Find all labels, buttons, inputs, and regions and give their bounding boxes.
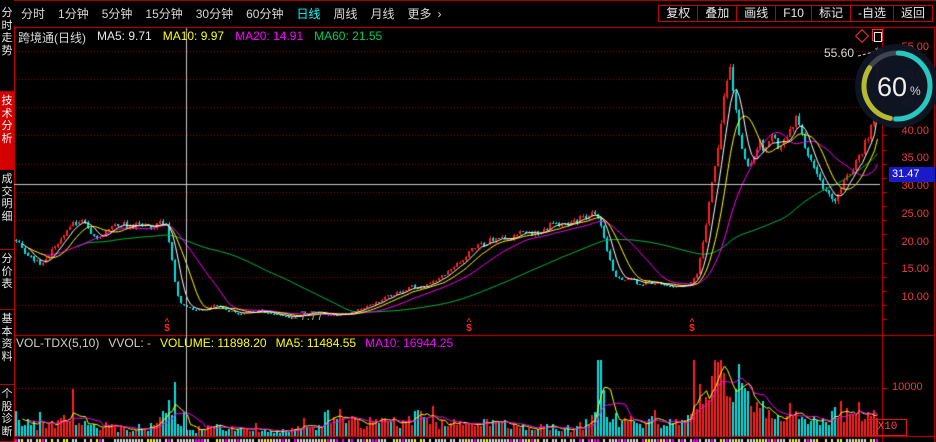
- stock-title: 跨境通(日线): [18, 31, 86, 45]
- volume-indicator-label: VOL-TDX(5,10): [16, 336, 100, 350]
- marker-hat: ^: [466, 317, 472, 326]
- indicator-value: MA60: 21.55: [314, 29, 383, 43]
- ma-readout: MA5: 9.71 MA10: 9.97 MA20: 14.91 MA60: 21.5…: [97, 29, 382, 46]
- restore-window-icon[interactable]: [872, 29, 883, 42]
- toolbar-button[interactable]: F10: [775, 5, 812, 22]
- candlestick-volume-chart-canvas[interactable]: [14, 26, 936, 442]
- period-tab[interactable]: 30分钟: [195, 7, 234, 21]
- price-axis-label: 15.00: [901, 263, 929, 276]
- toolbar-buttons: 复权 叠加 画线 F10 标记 -自选 返回: [658, 5, 933, 22]
- period-tab[interactable]: 15分钟: [145, 7, 183, 21]
- badge-value: 60: [877, 72, 907, 102]
- volume-header-row: VOL-TDX(5,10) VVOL: - VOLUME: 11898.20 MA…: [16, 336, 453, 350]
- price-axis-label: 20.00: [901, 235, 929, 248]
- left-sidebar: 分时走势 技术分析 成交明细 分价表 基本资料 个股诊断: [0, 0, 14, 442]
- price-axis-label: 30.00: [901, 180, 929, 192]
- restore-window-icon-pane: [874, 32, 882, 42]
- period-tab[interactable]: 更多 ›: [407, 6, 442, 22]
- indicator-value: MA5: 9.71: [97, 29, 152, 43]
- period-tab[interactable]: 月线: [370, 7, 395, 21]
- crosshair-price-tag: 31.47: [889, 167, 935, 182]
- ex-rights-marker: ^ $: [687, 317, 697, 334]
- indicator-value: MA10: 16944.25: [365, 336, 454, 350]
- marker-glyph: $: [466, 323, 472, 334]
- low-price-annotation: ←7.77: [288, 309, 324, 323]
- volume-scale-label: 10000: [892, 381, 923, 393]
- sidebar-item[interactable]: 分时走势: [0, 4, 14, 92]
- toolbar-button[interactable]: 复权: [658, 5, 699, 22]
- sidebar-item[interactable]: 个股诊断: [0, 385, 14, 442]
- indicator-value: MA5: 11484.55: [275, 336, 357, 350]
- chart-title-row: 跨境通(日线) MA5: 9.71 MA10: 9.97 MA20: 14.91 MA…: [18, 29, 382, 46]
- period-tab[interactable]: 日线: [296, 7, 321, 21]
- marker-hat: ^: [164, 317, 170, 326]
- price-axis-label: 35.00: [901, 152, 929, 165]
- period-tab[interactable]: 1分钟: [58, 7, 89, 21]
- price-axis-label: 25.00: [901, 207, 929, 220]
- badge-unit: %: [910, 84, 921, 98]
- period-tab[interactable]: 分时: [21, 7, 46, 21]
- toolbar-button[interactable]: 标记: [810, 5, 851, 22]
- period-tab[interactable]: 周线: [333, 7, 358, 21]
- price-axis-label: 10.00: [901, 291, 929, 303]
- sidebar-item[interactable]: 成交明细: [0, 170, 14, 250]
- ring-segment-yellow: [861, 50, 933, 122]
- window-top-border: [0, 0, 936, 1]
- toolbar-button[interactable]: 画线: [736, 5, 777, 22]
- period-tab[interactable]: 60分钟: [246, 7, 284, 21]
- marker-glyph: $: [689, 323, 695, 334]
- indicator-value: MA20: 14.91: [235, 29, 304, 43]
- indicator-value: MA10: 9.97: [162, 29, 225, 43]
- sidebar-item[interactable]: 分价表: [0, 250, 14, 310]
- price-axis-label: 40.00: [901, 124, 929, 137]
- percent-ring-badge[interactable]: 60 %: [853, 42, 936, 130]
- toolbar: 分时 1分钟 5分钟 15分钟 30分钟 60分钟 日线 周线 月线 更多 › 复权 叠加 画线 F10 标…: [15, 1, 936, 26]
- toolbar-button[interactable]: 叠加: [697, 5, 738, 22]
- volume-readout: VOLUME: 11898.20 MA5: 11484.55 MA10: 16944…: [160, 336, 453, 350]
- marker-hat: ^: [689, 317, 695, 326]
- high-price-label: 55.60: [824, 46, 855, 60]
- volume-multiplier-box[interactable]: X10: [868, 419, 907, 436]
- indicator-value: VOLUME: 11898.20: [160, 336, 267, 350]
- vvol-label: VVOL: -: [108, 336, 152, 350]
- ex-rights-marker: ^ $: [464, 317, 474, 334]
- chevron-right-icon: ›: [437, 6, 442, 21]
- period-tab[interactable]: 5分钟: [101, 7, 133, 21]
- toolbar-button[interactable]: -自选: [849, 5, 894, 22]
- marker-glyph: $: [164, 323, 170, 334]
- ring-segment-cyan: [861, 50, 933, 122]
- sidebar-item[interactable]: 技术分析: [0, 92, 14, 170]
- ex-rights-marker: ^ $: [162, 317, 172, 334]
- period-tabs: 分时 1分钟 5分钟 15分钟 30分钟 60分钟 日线 周线 月线 更多 ›: [21, 1, 442, 26]
- sidebar-item[interactable]: 基本资料: [0, 310, 14, 385]
- toolbar-button[interactable]: 返回: [892, 5, 933, 22]
